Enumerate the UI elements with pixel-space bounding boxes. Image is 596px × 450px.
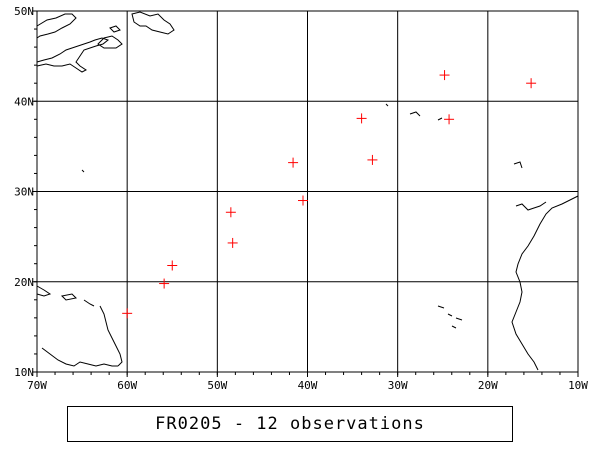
observation-marker xyxy=(297,195,308,206)
observation-markers xyxy=(122,70,537,319)
tick-label-lon: 10W xyxy=(568,379,588,392)
tick-label-lon: 70W xyxy=(27,379,47,392)
caption-text: FR0205 - 12 observations xyxy=(155,414,425,434)
observation-marker xyxy=(444,114,455,125)
coastline-bermuda xyxy=(81,169,85,173)
coastline-small-isle xyxy=(385,103,389,107)
tick-label-lat: 30N xyxy=(14,186,34,199)
coastline-hispaniola xyxy=(83,299,95,307)
coastline-pei xyxy=(109,25,121,33)
coastline-venezuela xyxy=(41,347,118,367)
observation-marker xyxy=(167,260,178,271)
graticule xyxy=(36,10,579,373)
coastline-cape-breton xyxy=(97,35,123,49)
coastline-lesser-antilles xyxy=(99,305,123,367)
coastline-newfoundland xyxy=(131,11,175,35)
coastline-nova-scotia xyxy=(36,37,110,73)
coastline-northeast xyxy=(36,13,77,39)
axis-ticks xyxy=(32,10,579,377)
observation-marker xyxy=(526,78,537,89)
coastline-cape-verde xyxy=(437,305,463,329)
observation-marker xyxy=(439,70,450,81)
observation-marker xyxy=(225,207,236,218)
tick-label-lon: 20W xyxy=(478,379,498,392)
coastline-canaries xyxy=(515,201,547,211)
coastline-cuba xyxy=(36,285,52,297)
caption-box: FR0205 - 12 observations xyxy=(67,406,513,442)
observation-marker xyxy=(159,278,170,289)
coastline-azores-2 xyxy=(437,117,443,121)
observation-marker xyxy=(356,113,367,124)
tick-label-lon: 60W xyxy=(117,379,137,392)
observation-marker xyxy=(288,157,299,168)
tick-label-lon: 30W xyxy=(388,379,408,392)
tick-label-lat: 50N xyxy=(14,5,34,18)
tick-label-lon: 50W xyxy=(207,379,227,392)
coastline-bahamas xyxy=(60,293,78,301)
tick-label-lat: 20N xyxy=(14,276,34,289)
axis-tick-labels: 70W 60W 50W 40W 30W 20W 10W 10N 20N 30N 40N 50N xyxy=(14,5,588,392)
tick-label-lat: 40N xyxy=(14,95,34,108)
tick-label-lon: 40W xyxy=(298,379,318,392)
coastline-madeira xyxy=(513,161,523,169)
coastlines xyxy=(36,11,579,371)
coastline-africa xyxy=(511,195,579,371)
observation-marker xyxy=(367,154,378,165)
observation-marker xyxy=(227,237,238,248)
observation-marker xyxy=(122,308,133,319)
tick-label-lat: 10N xyxy=(14,366,34,379)
coastline-azores-1 xyxy=(409,111,421,117)
